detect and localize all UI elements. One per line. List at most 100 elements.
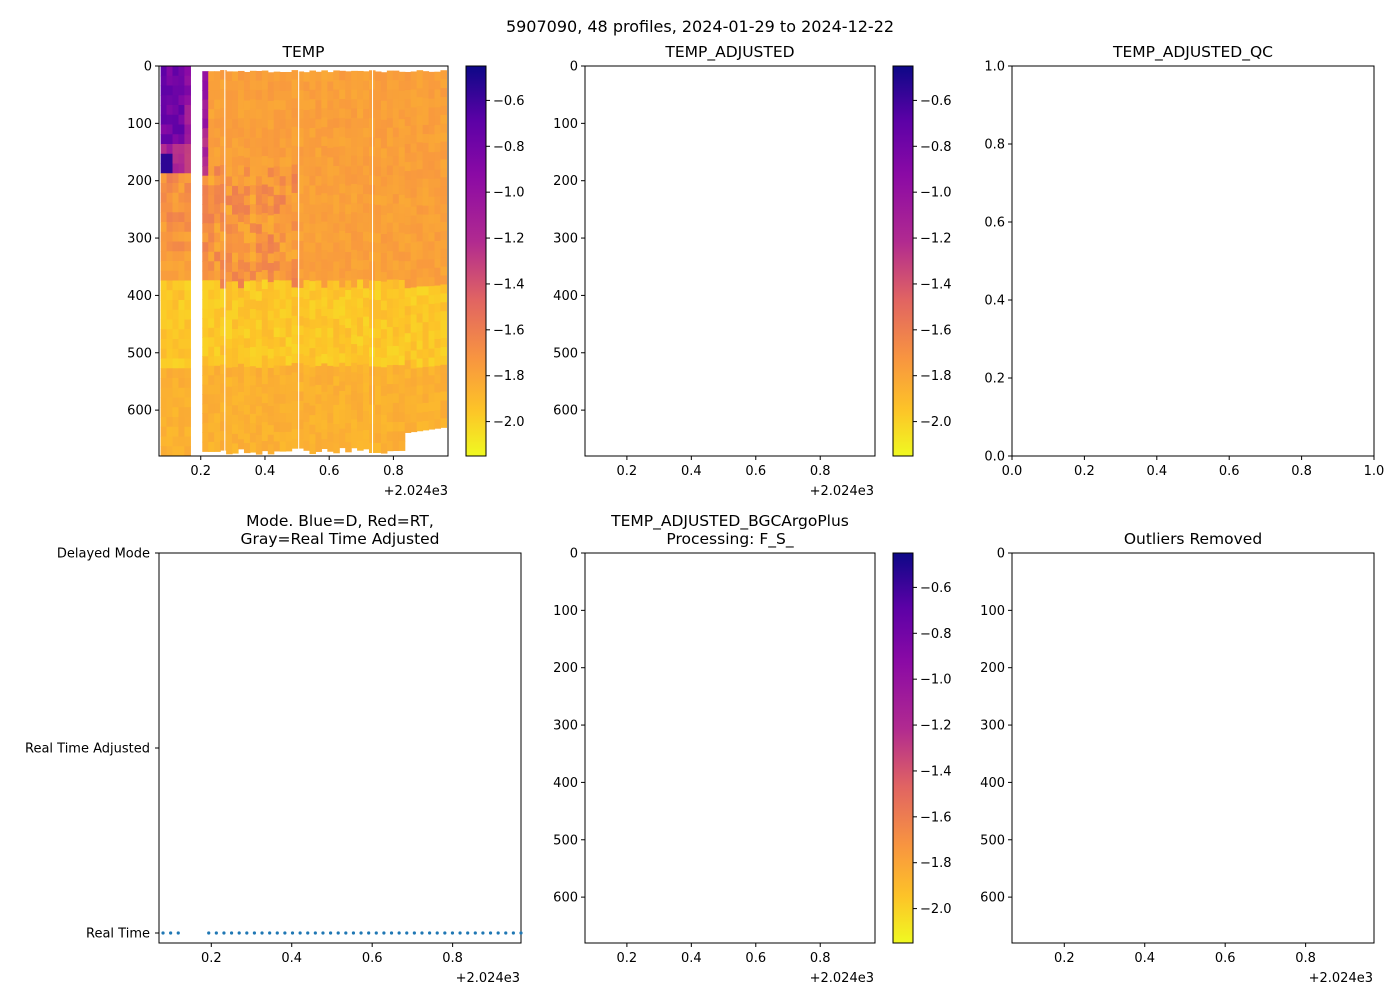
heatmap-cell (363, 335, 370, 346)
heatmap-cell (184, 417, 191, 428)
heatmap-cell (422, 331, 430, 341)
heatmap-cell (208, 232, 215, 243)
heatmap-cell (392, 270, 400, 281)
heatmap-cell (434, 178, 442, 189)
heatmap-cell (279, 119, 287, 130)
mode-point (450, 931, 455, 935)
heatmap-cell (285, 431, 293, 442)
heatmap-cell (440, 329, 447, 339)
heatmap-cell (267, 186, 275, 197)
heatmap-cell (398, 251, 406, 262)
heatmap-cell (428, 161, 436, 171)
heatmap-cell (184, 378, 191, 389)
heatmap-cell (392, 288, 400, 300)
heatmap-cell (333, 366, 340, 377)
panel-bgcargoplus-colorbar (892, 552, 914, 944)
heatmap-cell (303, 346, 311, 357)
heatmap-cell (160, 183, 168, 194)
heatmap-cell (160, 66, 168, 77)
heatmap-cell (351, 325, 358, 336)
heatmap-cell (255, 444, 263, 455)
heatmap-cell (243, 205, 251, 216)
heatmap-cell (202, 318, 209, 329)
heatmap-cell (297, 400, 305, 411)
heatmap-cell (351, 409, 358, 420)
heatmap-cell (339, 428, 346, 439)
heatmap-cell (434, 303, 442, 313)
heatmap-cell (404, 144, 412, 154)
heatmap-cell (428, 268, 436, 278)
heatmap-cell (416, 376, 424, 387)
heatmap-cell (249, 280, 257, 291)
heatmap-cell (327, 384, 334, 395)
heatmap-cell (285, 308, 293, 319)
heatmap-cell (315, 252, 322, 263)
heatmap-cell (261, 203, 269, 214)
heatmap-cell (434, 205, 442, 215)
heatmap-cell (422, 340, 430, 350)
heatmap-cell (160, 407, 168, 418)
heatmap-cell (392, 374, 400, 385)
x-tick-label: 0.0 (1002, 464, 1023, 479)
heatmap-cell (267, 282, 275, 293)
heatmap-cell (249, 404, 257, 415)
heatmap-cell (380, 205, 388, 216)
heatmap-cell (309, 319, 316, 330)
heatmap-cell (249, 261, 257, 272)
heatmap-cell (357, 127, 364, 138)
heatmap-cell (404, 108, 412, 118)
heatmap-cell (398, 223, 406, 234)
heatmap-cell (333, 347, 340, 358)
heatmap-cell (285, 375, 293, 386)
heatmap-cell (416, 232, 424, 243)
heatmap-cell (410, 386, 418, 397)
heatmap-cell (309, 194, 316, 206)
heatmap-cell (380, 224, 388, 235)
y-tick-label: 100 (127, 117, 152, 132)
heatmap-cell (202, 270, 209, 281)
heatmap-cell (357, 345, 364, 356)
heatmap-cell (261, 118, 269, 129)
heatmap-cell (166, 261, 174, 272)
heatmap-cell (267, 339, 275, 350)
heatmap-cell (178, 319, 186, 330)
heatmap-cell (315, 166, 322, 177)
heatmap-cell (392, 317, 400, 328)
heatmap-cell (238, 137, 245, 148)
heatmap-cell (285, 109, 293, 120)
heatmap-cell (232, 348, 239, 359)
heatmap-cell (398, 421, 406, 433)
heatmap-cell (291, 306, 299, 317)
heatmap-cell (202, 346, 209, 357)
heatmap-cell (220, 70, 227, 81)
heatmap-cell (309, 175, 316, 187)
heatmap-cell (422, 196, 430, 207)
heatmap-cell (184, 95, 191, 106)
heatmap-cell (178, 183, 186, 194)
heatmap-cell (279, 157, 287, 168)
heatmap-cell (333, 395, 340, 406)
heatmap-cell (184, 144, 191, 155)
heatmap-cell (351, 306, 358, 317)
heatmap-cell (261, 393, 269, 404)
heatmap-cell (273, 327, 281, 338)
heatmap-cell (309, 367, 316, 378)
heatmap-cell (380, 262, 388, 273)
heatmap-cell (374, 357, 382, 368)
heatmap-cell (255, 205, 263, 216)
heatmap-cell (422, 214, 430, 225)
heatmap-cell (303, 355, 311, 366)
heatmap-cell (291, 438, 299, 449)
heatmap-cell (410, 170, 418, 181)
heatmap-cell (267, 415, 275, 426)
y-tick-label: Delayed Mode (57, 547, 150, 562)
heatmap-cell (172, 378, 180, 389)
heatmap-cell (321, 108, 328, 119)
heatmap-cell (255, 300, 263, 311)
heatmap-cell (208, 137, 215, 148)
heatmap-cell (363, 80, 370, 91)
heatmap-cell (398, 327, 406, 338)
heatmap-cell (303, 147, 311, 158)
heatmap-cell (440, 293, 447, 303)
x-tick-label: 0.6 (1219, 464, 1240, 479)
